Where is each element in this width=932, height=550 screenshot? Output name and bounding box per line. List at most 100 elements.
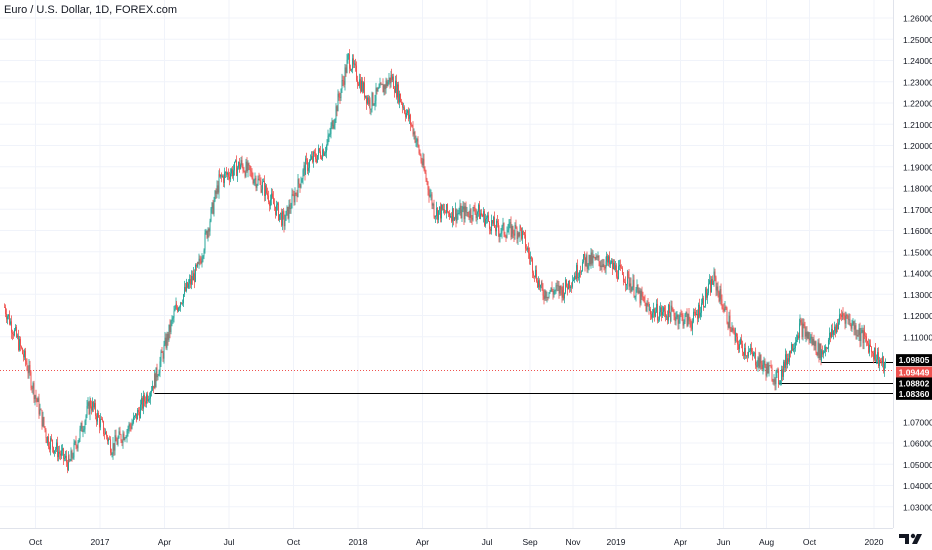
- candle-body: [584, 254, 585, 258]
- candle-body: [413, 131, 415, 135]
- candle-body: [707, 292, 708, 298]
- candle-body: [129, 424, 131, 427]
- candle-body: [420, 155, 422, 162]
- candle-body: [854, 325, 856, 330]
- candle-body: [348, 54, 349, 56]
- candle-body: [71, 450, 73, 458]
- candle-body: [799, 320, 801, 324]
- candle-body: [349, 54, 350, 69]
- candle-body: [145, 401, 146, 404]
- candle-body: [327, 135, 329, 144]
- price-tick-label: 1.20000: [903, 141, 932, 151]
- candle-body: [506, 232, 508, 238]
- candle-body: [798, 335, 799, 338]
- candle-body: [725, 307, 727, 309]
- candle-body: [94, 403, 95, 408]
- candle-body: [411, 124, 412, 126]
- candle-body: [274, 204, 275, 207]
- candle-body: [656, 303, 657, 312]
- candle-body: [577, 265, 578, 279]
- candle-body: [64, 457, 65, 459]
- candle-body: [876, 359, 877, 362]
- candle-body: [608, 256, 609, 263]
- candle-body: [607, 255, 608, 263]
- candle-body: [714, 271, 716, 278]
- candle-body: [84, 421, 86, 430]
- candle-body: [713, 283, 714, 285]
- candle-body: [839, 314, 840, 323]
- candle-body: [684, 314, 686, 322]
- candle-body: [381, 84, 383, 85]
- candle-body: [397, 84, 398, 98]
- candle-body: [107, 436, 108, 442]
- candle-body: [232, 169, 233, 177]
- candle-body: [583, 254, 584, 262]
- candle-body: [164, 337, 166, 345]
- candle-body: [790, 351, 791, 354]
- time-axis[interactable]: Oct 2017 Apr Jul Oct 2018 Apr Jul Sep Nov 2019 Apr J…: [29, 537, 884, 547]
- candle-body: [300, 182, 302, 188]
- candle-body: [582, 261, 583, 272]
- candle-body: [218, 174, 220, 193]
- candle-body: [342, 80, 344, 82]
- candle-body: [836, 324, 837, 333]
- candle-body: [169, 324, 171, 332]
- candle-body: [829, 332, 830, 340]
- candle-body: [703, 298, 704, 308]
- candle-body: [663, 307, 664, 313]
- candle-body: [62, 448, 63, 451]
- candle-body: [430, 194, 432, 196]
- candle-body: [501, 225, 503, 233]
- candle-body: [37, 398, 39, 402]
- candle-body: [15, 327, 16, 330]
- candle-body: [539, 280, 540, 288]
- candle-body: [10, 321, 11, 325]
- candle-body: [183, 294, 184, 304]
- candle-body: [241, 160, 243, 165]
- candle-body: [880, 360, 881, 362]
- candle-body: [878, 352, 879, 366]
- candle-body: [756, 365, 757, 367]
- candle-body: [668, 304, 669, 321]
- candle-body: [808, 332, 810, 341]
- candle-body: [455, 208, 457, 222]
- candle-body: [379, 83, 381, 88]
- candle-body: [801, 322, 803, 338]
- candle-body: [487, 215, 488, 218]
- candle-body: [208, 228, 210, 232]
- candle-body: [96, 415, 97, 422]
- candle-body: [253, 180, 255, 184]
- price-axis[interactable]: 1.26000 1.25000 1.24000 1.23000 1.22000 1.210…: [903, 14, 932, 513]
- candle-body: [221, 174, 222, 177]
- candle-body: [507, 229, 509, 233]
- candle-body: [263, 181, 264, 182]
- candle-body: [513, 233, 515, 236]
- candle-body: [813, 338, 815, 346]
- candle-body: [870, 344, 871, 347]
- candle-body: [132, 422, 134, 425]
- candle-body: [646, 303, 648, 312]
- candle-body: [655, 311, 656, 317]
- candle-body: [688, 313, 690, 321]
- candle-body: [116, 441, 118, 445]
- candle-body: [553, 290, 555, 295]
- candle-body: [12, 332, 13, 335]
- candle-body: [738, 344, 739, 350]
- candle-body: [235, 160, 236, 162]
- candle-body: [751, 348, 752, 353]
- candle-body: [100, 419, 101, 428]
- candle-body: [844, 315, 846, 324]
- candle-body: [776, 370, 778, 373]
- candle-body: [366, 95, 367, 104]
- candle-body: [457, 213, 459, 215]
- candle-body: [60, 453, 61, 456]
- candle-body: [552, 291, 554, 295]
- candle-body: [127, 428, 129, 431]
- candle-body: [739, 344, 740, 350]
- candle-body: [288, 204, 290, 219]
- candle-body: [408, 110, 409, 119]
- candle-body: [853, 321, 855, 330]
- candle-body: [212, 202, 214, 214]
